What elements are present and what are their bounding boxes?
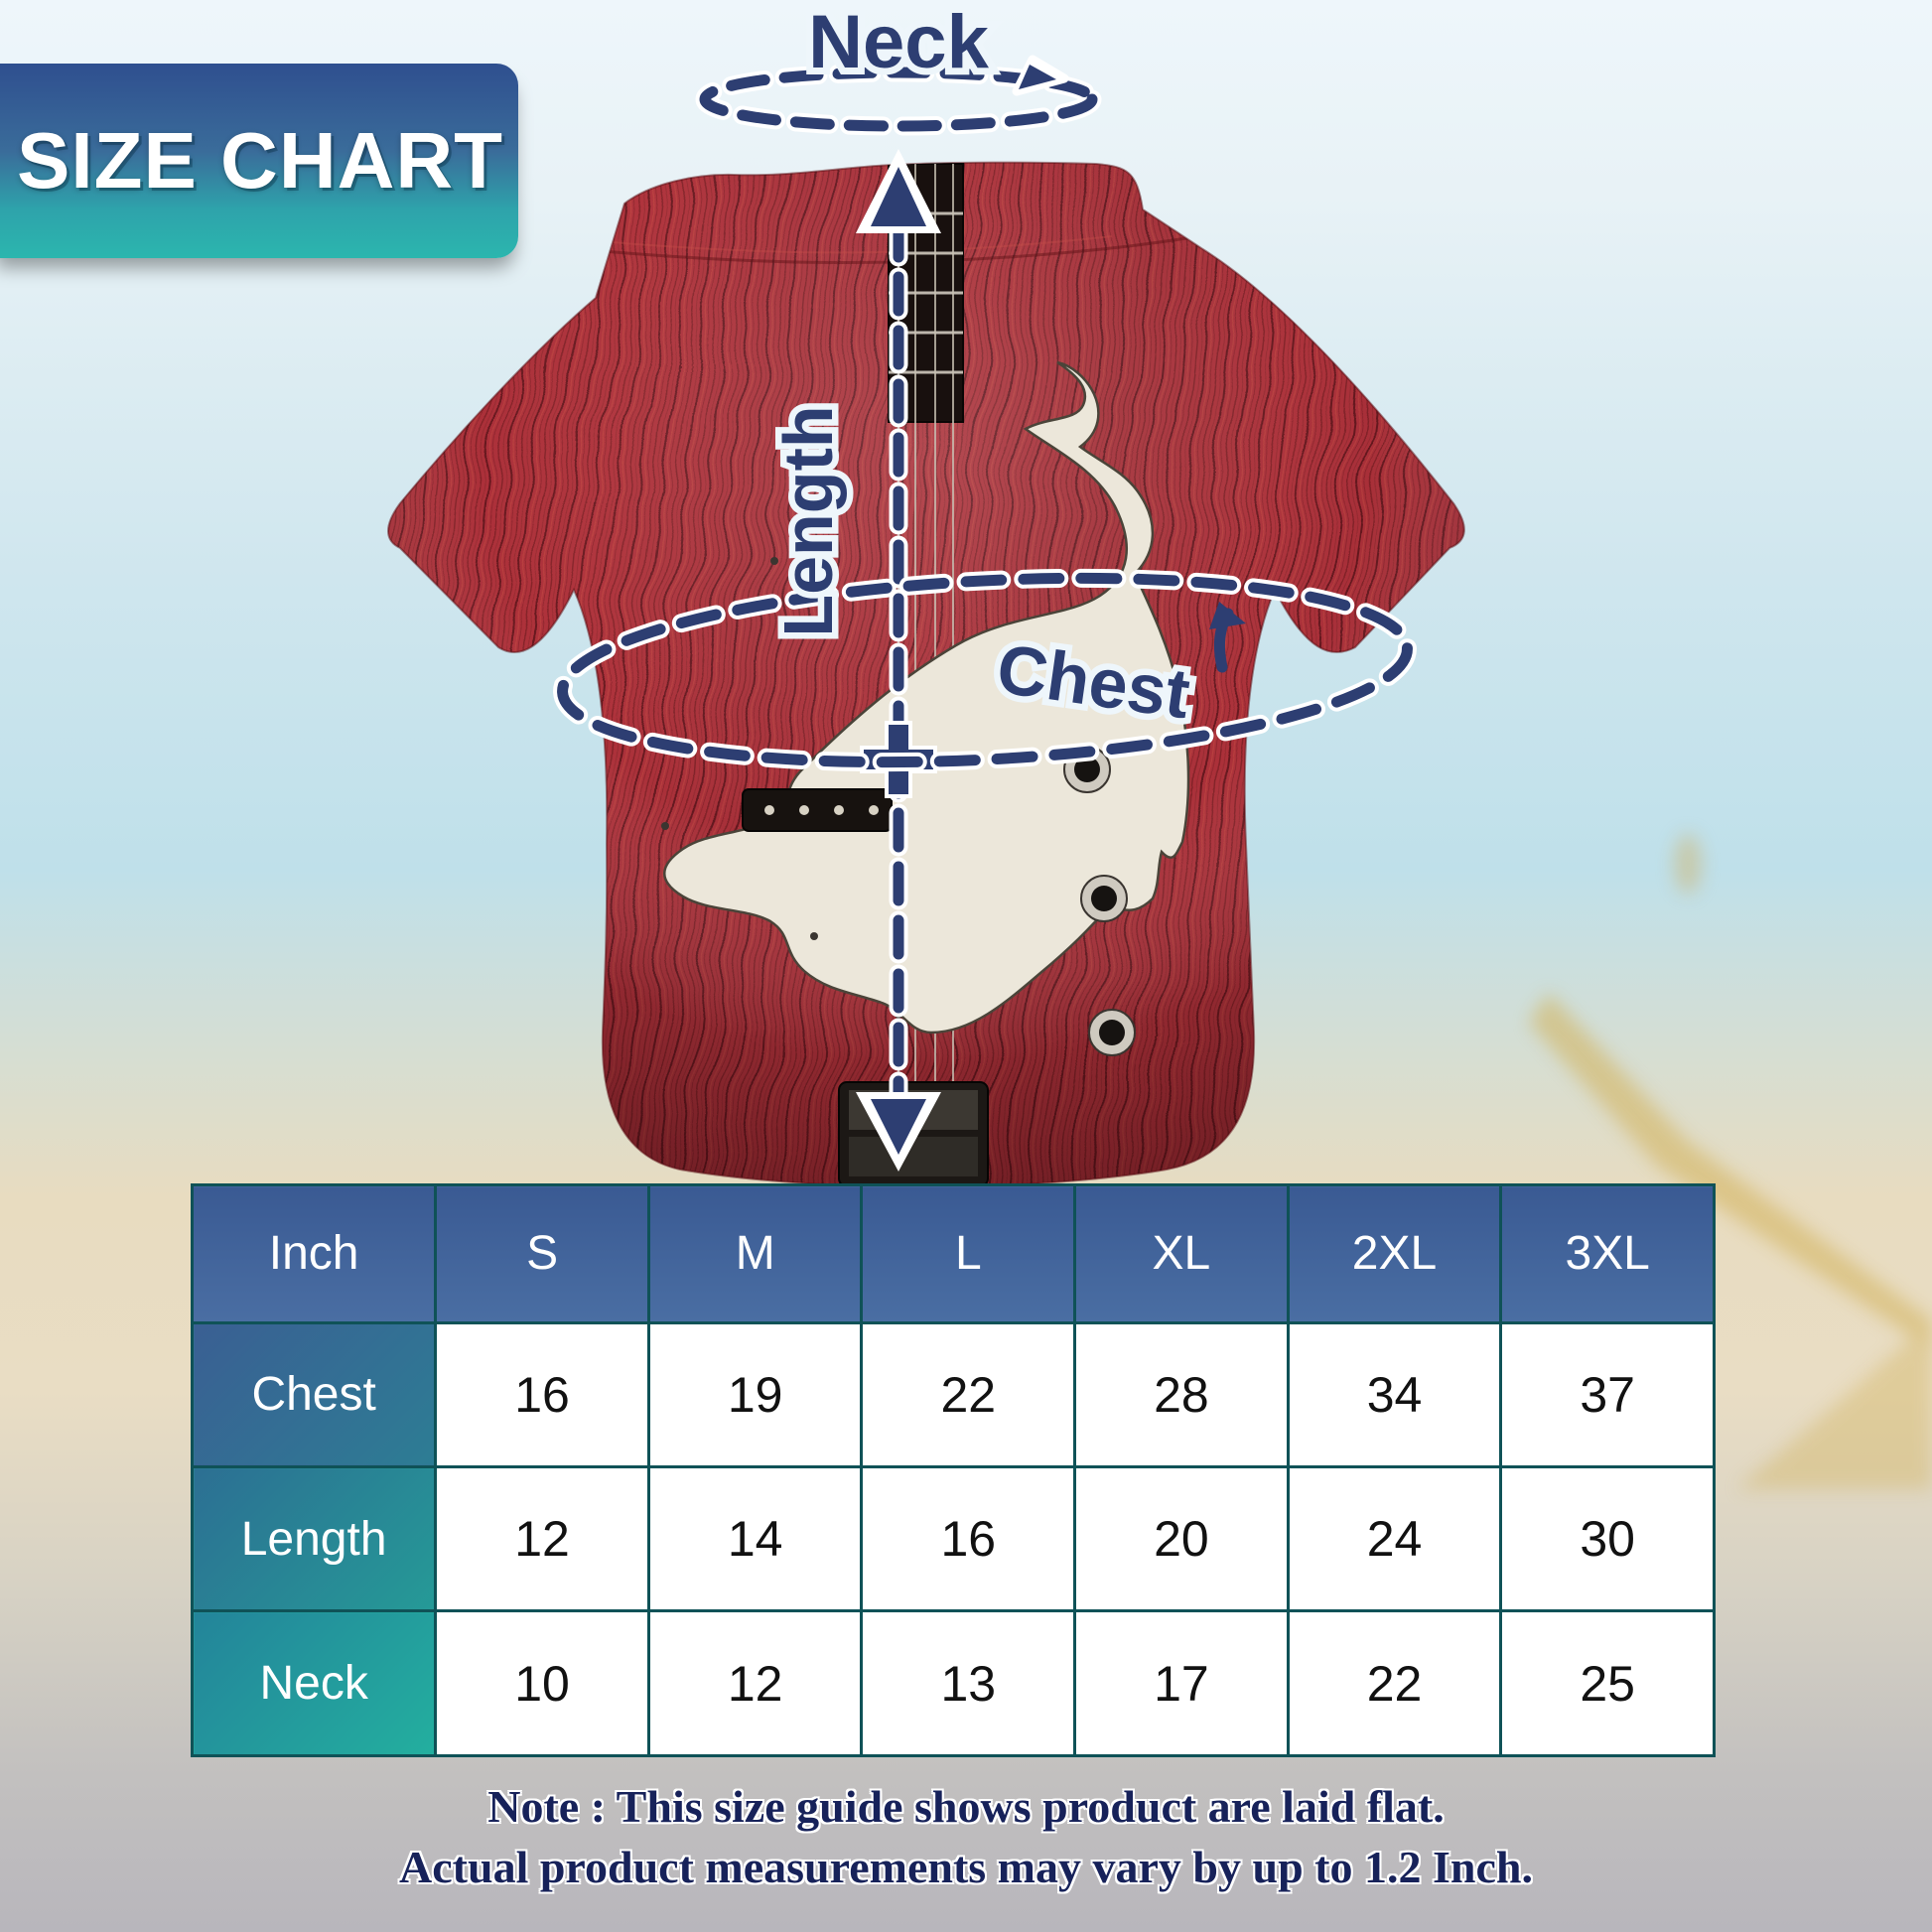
svg-text:Neck: Neck [808,0,989,84]
svg-text:Length: Length [769,405,847,636]
